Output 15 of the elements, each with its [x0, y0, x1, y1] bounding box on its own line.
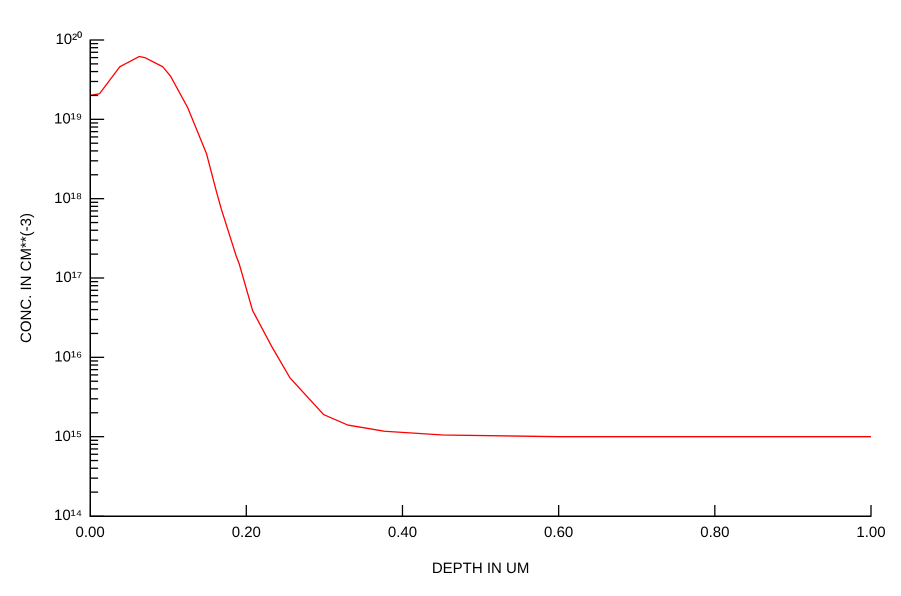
y-tick-label: 10¹⁹	[54, 110, 82, 128]
y-axis-title: CONC. IN CM**(-3)	[18, 213, 36, 343]
x-axis-title: DEPTH IN UM	[432, 560, 530, 578]
x-tick-label: 0.40	[388, 524, 418, 542]
y-tick-label: 10¹⁸	[54, 190, 82, 207]
x-tick-label: 0.60	[544, 524, 574, 542]
y-tick-label: 10¹⁵	[54, 428, 82, 445]
x-tick-label: 0.00	[76, 524, 105, 542]
x-tick-label: 0.80	[700, 524, 730, 542]
x-tick-label: 0.20	[232, 524, 261, 542]
y-tick-label: 10¹⁷	[55, 269, 82, 286]
y-tick-label: 10¹⁶	[54, 348, 82, 366]
y-tick-label: 10²⁰	[55, 31, 82, 48]
y-tick-label: 10¹⁴	[54, 507, 82, 524]
x-tick-label: 1.00	[856, 524, 886, 542]
